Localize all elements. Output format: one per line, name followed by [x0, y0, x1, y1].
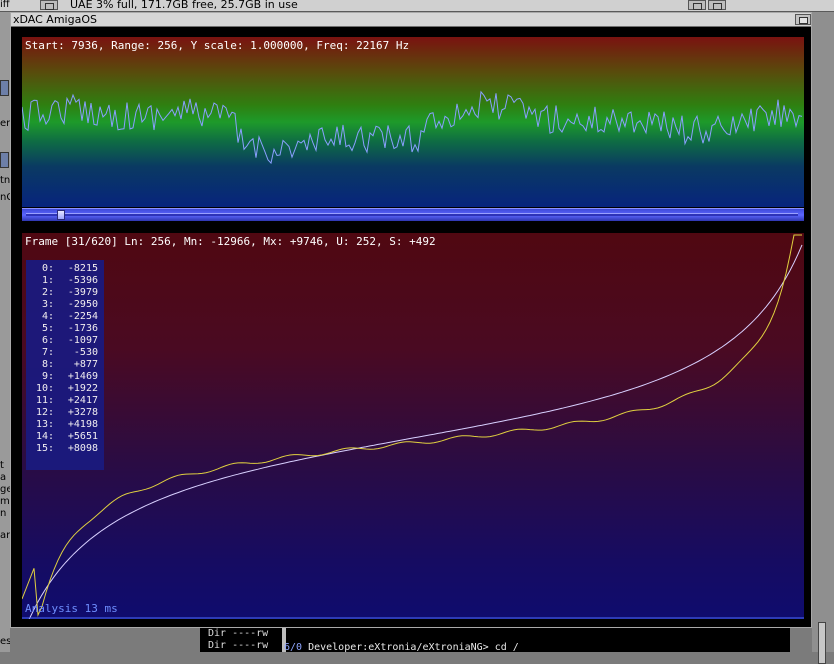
quantile-row: 5: -1736	[26, 323, 104, 335]
quantile-index: 10:	[35, 383, 54, 394]
quantile-index: 0:	[41, 263, 54, 274]
quantile-row: 10: +1922	[26, 383, 104, 395]
quantile-value: +2417	[67, 395, 98, 406]
quantile-index: 3:	[41, 299, 54, 310]
quantile-value: -2254	[67, 311, 98, 322]
quantile-value: -3979	[67, 287, 98, 298]
quantile-index: 14:	[35, 431, 54, 442]
quantile-row: 14: +5651	[26, 431, 104, 443]
desktop-right-strip	[812, 12, 834, 664]
quantile-index: 6:	[41, 335, 54, 346]
quantile-row: 0: -8215	[26, 263, 104, 275]
window-depth-gadget[interactable]	[795, 14, 811, 25]
desktop-drive-icon[interactable]	[0, 80, 9, 96]
slider-groove	[26, 213, 798, 216]
desktop-label: er	[0, 118, 10, 129]
quantile-row: 13: +4198	[26, 419, 104, 431]
desktop-label: nC	[0, 192, 10, 203]
position-slider[interactable]	[22, 208, 804, 221]
quantile-index: 8:	[41, 359, 54, 370]
quantile-value: +1922	[67, 383, 98, 394]
quantile-value: -530	[73, 347, 98, 358]
screen-title: UAE 3% full, 171.7GB free, 25.7GB in use	[70, 0, 298, 11]
quantile-index: 9:	[41, 371, 54, 382]
quantile-row: 7: -530	[26, 347, 104, 359]
quantile-value: +5651	[67, 431, 98, 442]
quantile-value: -8215	[67, 263, 98, 274]
desktop-left-strip: er tn nC t a ge m n ar es	[0, 12, 10, 652]
screen-menu-gadget[interactable]	[40, 0, 58, 10]
quantile-row: 8: +877	[26, 359, 104, 371]
depth-icon	[713, 3, 722, 10]
desktop-drive-icon[interactable]	[0, 152, 9, 168]
desktop-label: a	[0, 472, 7, 483]
shell-row: Dir ----rw	[208, 628, 269, 639]
waveform-panel: Start: 7936, Range: 256, Y scale: 1.0000…	[22, 37, 804, 207]
quantile-row: 3: -2950	[26, 299, 104, 311]
desktop-label: m	[0, 496, 10, 507]
quantile-value: +877	[73, 359, 98, 370]
desktop-label: t	[0, 460, 4, 471]
sorted-samples-curve	[22, 234, 802, 617]
background-scrollbar[interactable]	[818, 622, 826, 664]
quantile-row: 6: -1097	[26, 335, 104, 347]
fit-curve	[28, 244, 803, 619]
quantile-value: +8098	[67, 443, 98, 454]
screen-title-bar: iff UAE 3% full, 171.7GB free, 25.7GB in…	[0, 0, 834, 12]
shell-prompt-path: Developer:eXtronia/eXtroniaNG> cd /	[302, 642, 519, 652]
shell-divider	[282, 628, 286, 652]
quantile-index: 13:	[35, 419, 54, 430]
quantile-row: 12: +3278	[26, 407, 104, 419]
screen-zoom-gadget[interactable]	[688, 0, 706, 10]
quantile-value: +4198	[67, 419, 98, 430]
waveform-plot	[22, 90, 803, 165]
quantile-index: 7:	[41, 347, 54, 358]
quantile-row: 11: +2417	[26, 395, 104, 407]
quantile-index: 5:	[41, 323, 54, 334]
quantile-row: 1: -5396	[26, 275, 104, 287]
quantile-value: -1097	[67, 335, 98, 346]
distribution-panel: Frame [31/620] Ln: 256, Mn: -12966, Mx: …	[22, 233, 804, 619]
shell-window[interactable]: Dir ----rw Dir ----rw 6/0 Developer:eXtr…	[200, 628, 790, 652]
window-title: xDAC AmigaOS	[13, 13, 97, 26]
quantile-row: 2: -3979	[26, 287, 104, 299]
quantile-index: 2:	[41, 287, 54, 298]
desktop-label: ge	[0, 484, 10, 495]
distribution-plot	[22, 234, 804, 619]
shell-row: Dir ----rw	[208, 640, 269, 651]
quantile-value: -2950	[67, 299, 98, 310]
shell-prompt-drive: 6/0	[284, 642, 303, 652]
analysis-time: Analysis 13 ms	[25, 602, 118, 615]
desktop-label: es	[0, 636, 10, 647]
quantile-row: 9: +1469	[26, 371, 104, 383]
depth-icon	[799, 17, 808, 24]
window-icon	[45, 3, 54, 10]
screen-depth-gadget[interactable]	[708, 0, 726, 10]
quantile-index: 1:	[41, 275, 54, 286]
quantile-list: 0: -8215 1: -5396 2: -3979 3: -2950 4: -2254 5: -17…	[26, 260, 104, 470]
waveform-status: Start: 7936, Range: 256, Y scale: 1.0000…	[25, 39, 410, 52]
quantile-index: 11:	[35, 395, 54, 406]
xdac-window: xDAC AmigaOS Start: 7936, Range: 256, Y …	[10, 12, 812, 628]
slider-knob[interactable]	[57, 210, 66, 220]
quantile-value: -5396	[67, 275, 98, 286]
quantile-value: -1736	[67, 323, 98, 334]
quantile-index: 15:	[35, 443, 54, 454]
shell-prompt: 6/0 Developer:eXtronia/eXtroniaNG> cd /	[284, 642, 519, 652]
quantile-index: 12:	[35, 407, 54, 418]
desktop-label: ar	[0, 530, 10, 541]
window-title-bar[interactable]: xDAC AmigaOS	[11, 13, 811, 27]
zoom-icon	[693, 3, 702, 10]
quantile-index: 4:	[41, 311, 54, 322]
desktop-label: n	[0, 508, 7, 519]
distribution-status: Frame [31/620] Ln: 256, Mn: -12966, Mx: …	[25, 235, 436, 248]
desktop-label: tn	[0, 175, 10, 186]
screen-left-label: iff	[0, 0, 10, 10]
quantile-value: +1469	[67, 371, 98, 382]
waveform-line	[22, 90, 803, 165]
quantile-value: +3278	[67, 407, 98, 418]
quantile-row: 4: -2254	[26, 311, 104, 323]
quantile-row: 15: +8098	[26, 443, 104, 455]
